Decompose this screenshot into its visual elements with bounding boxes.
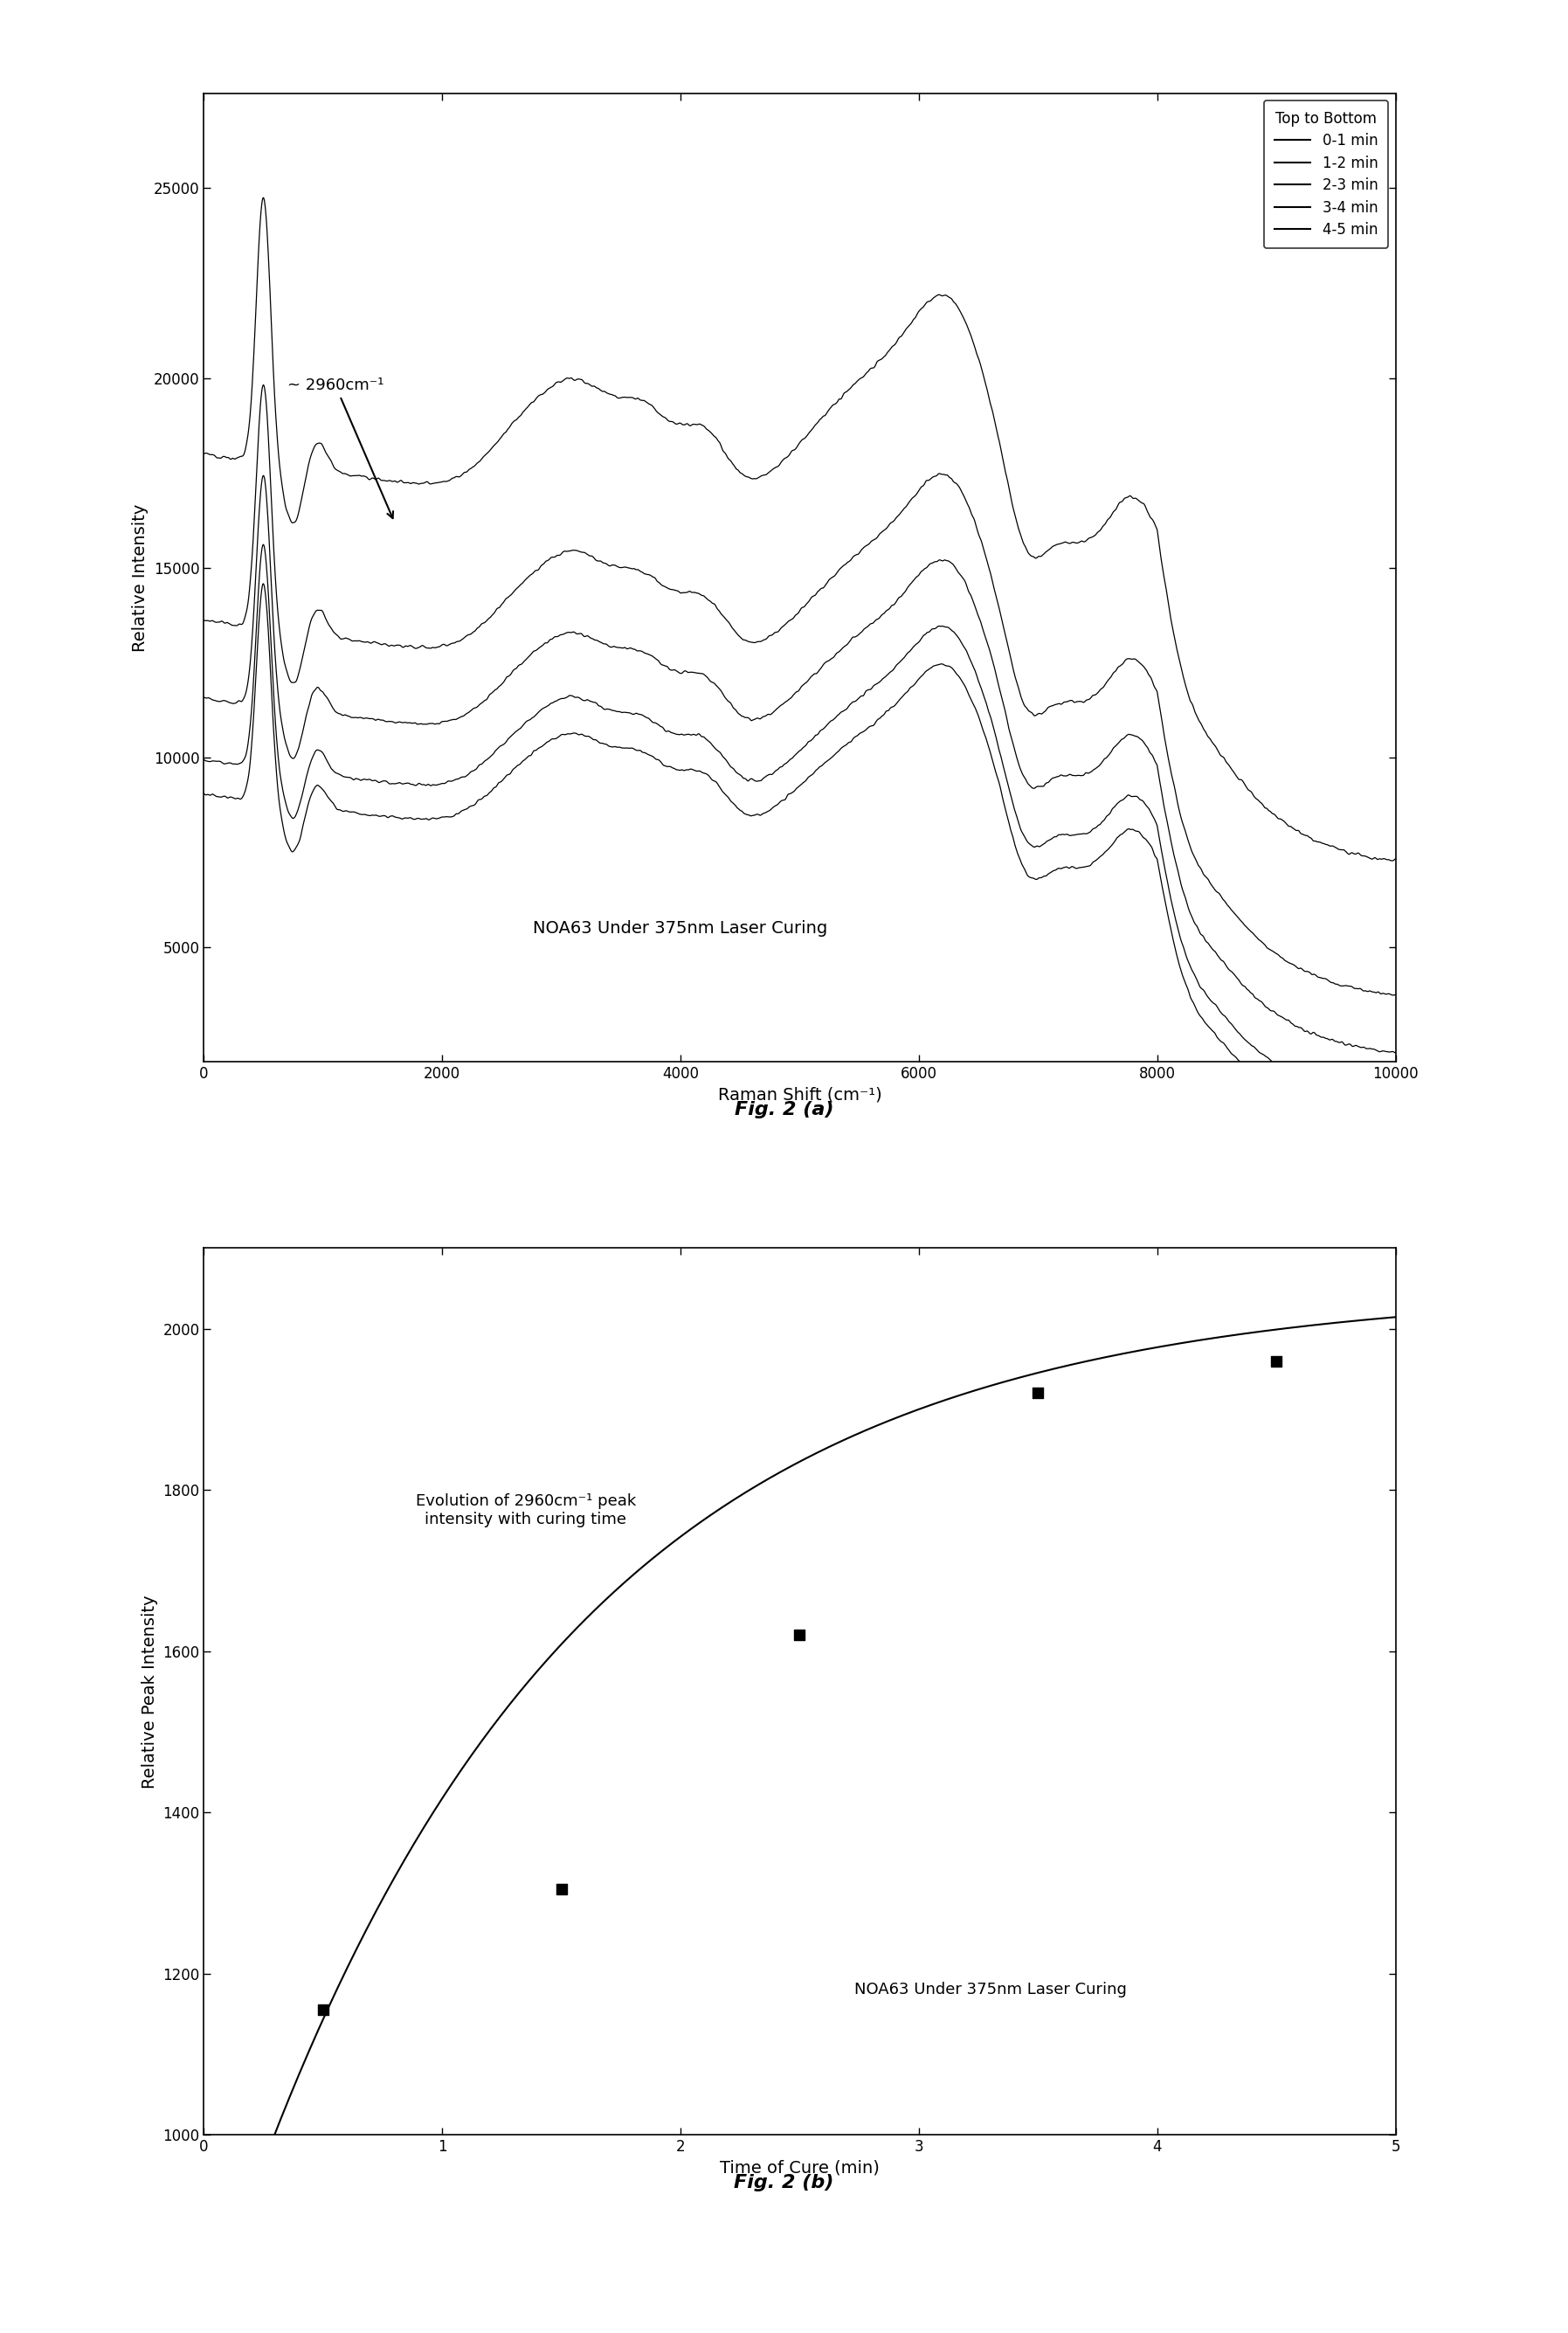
Text: ~ 2960cm⁻¹: ~ 2960cm⁻¹ [287, 378, 394, 518]
Point [787, 1617, 812, 1654]
X-axis label: Time of Cure (min): Time of Cure (min) [720, 2160, 880, 2177]
Text: NOA63 Under 375nm Laser Curing: NOA63 Under 375nm Laser Curing [855, 1981, 1126, 1997]
Y-axis label: Relative Intensity: Relative Intensity [132, 504, 149, 651]
Text: Fig. 2 (a): Fig. 2 (a) [734, 1101, 834, 1118]
Text: Evolution of 2960cm⁻¹ peak
intensity with curing time: Evolution of 2960cm⁻¹ peak intensity wit… [416, 1493, 635, 1528]
Legend: 0-1 min, 1-2 min, 2-3 min, 3-4 min, 4-5 min: 0-1 min, 1-2 min, 2-3 min, 3-4 min, 4-5 … [1264, 100, 1388, 247]
Point [549, 1871, 574, 1908]
Point [1264, 1341, 1289, 1379]
Text: NOA63 Under 375nm Laser Curing: NOA63 Under 375nm Laser Curing [533, 919, 828, 938]
Y-axis label: Relative Peak Intensity: Relative Peak Intensity [141, 1593, 158, 1789]
Point [1025, 1374, 1051, 1411]
X-axis label: Raman Shift (cm⁻¹): Raman Shift (cm⁻¹) [718, 1087, 881, 1104]
Point [310, 1990, 336, 2027]
Text: Fig. 2 (b): Fig. 2 (b) [734, 2174, 834, 2191]
